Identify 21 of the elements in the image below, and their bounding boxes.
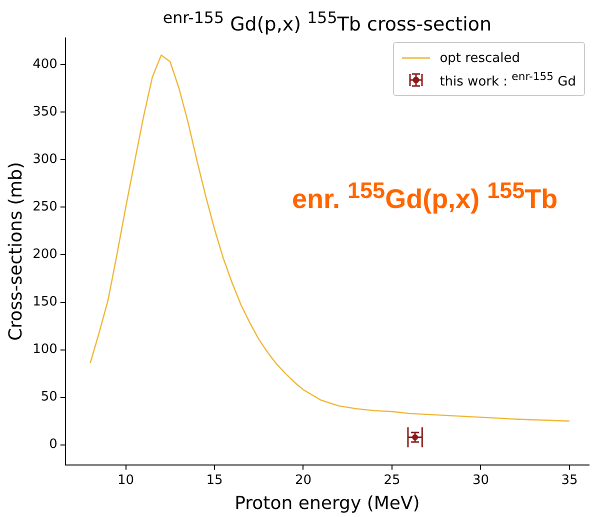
y-tick-label: 50 <box>40 390 58 405</box>
y-axis-title: Cross-sections (mb) <box>5 162 26 341</box>
y-tick-label: 350 <box>32 104 58 120</box>
y-tick-label: 400 <box>32 56 58 72</box>
x-tick-label: 30 <box>472 472 490 488</box>
y-tick-label: 0 <box>49 437 58 452</box>
x-tick-label: 25 <box>384 472 400 488</box>
x-axis-title: Proton energy (MeV) <box>234 492 420 514</box>
x-tick-label: 15 <box>206 472 223 488</box>
x-tick-label: 20 <box>294 472 312 488</box>
y-tick-label: 250 <box>32 200 58 215</box>
y-tick-label: 200 <box>32 247 58 262</box>
legend-label: opt rescaled <box>440 50 520 66</box>
annotation: enr. $^{155}$Gd(p,x) $^{155}$Tb <box>292 178 558 215</box>
legend-label: this work : $^{enr-155}$ Gd <box>440 70 576 90</box>
y-tick-label: 100 <box>32 342 58 358</box>
x-tick-label: 10 <box>117 472 134 488</box>
chart-title: $^{enr-155}$ Gd(p,x) $^{155}$Tb cross-section <box>162 8 493 36</box>
y-tick-label: 150 <box>32 294 58 310</box>
x-tick-label: 35 <box>561 472 578 488</box>
y-tick-label: 300 <box>32 152 58 168</box>
